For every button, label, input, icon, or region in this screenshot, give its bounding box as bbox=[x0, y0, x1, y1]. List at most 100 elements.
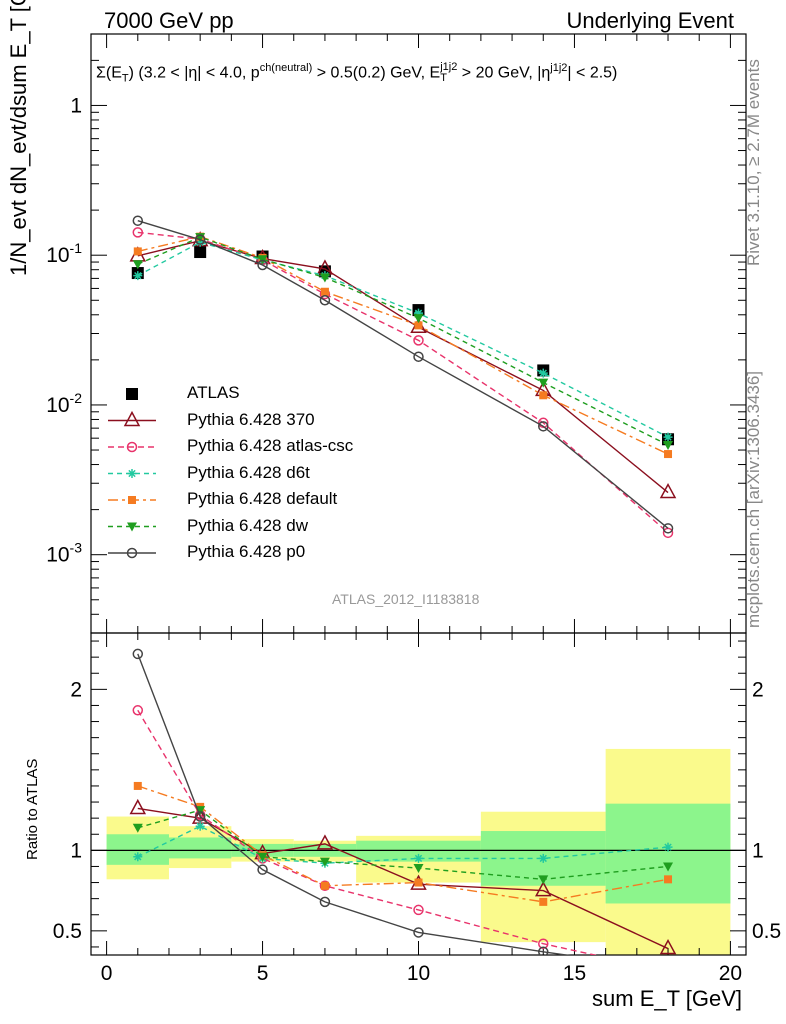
data-point bbox=[539, 391, 548, 400]
data-point bbox=[133, 781, 142, 790]
data-point bbox=[414, 853, 423, 863]
legend-label: Pythia 6.428 d6t bbox=[187, 462, 310, 482]
header-right: Underlying Event bbox=[566, 8, 734, 33]
legend-entry-dw bbox=[108, 522, 156, 532]
data-point bbox=[538, 938, 549, 949]
data-point bbox=[127, 522, 137, 532]
data-point bbox=[126, 441, 138, 453]
data-point bbox=[194, 811, 206, 822]
data-point bbox=[413, 335, 424, 346]
data-point bbox=[133, 247, 142, 256]
band-inner bbox=[168, 837, 232, 859]
data-point bbox=[413, 927, 424, 938]
data-point bbox=[319, 273, 330, 283]
data-point bbox=[257, 259, 268, 271]
data-point bbox=[664, 450, 673, 459]
analysis-watermark: ATLAS_2012_I1183818 bbox=[332, 591, 480, 607]
data-point bbox=[538, 368, 548, 378]
series-p370 bbox=[129, 231, 677, 499]
legend-entry-default bbox=[108, 496, 156, 504]
data-point bbox=[132, 227, 144, 238]
y-tick-label: 10-2 bbox=[46, 390, 82, 417]
x-tick-label: 10 bbox=[407, 962, 430, 985]
data-point bbox=[194, 246, 207, 259]
ratio-series-p0 bbox=[132, 648, 673, 974]
data-point bbox=[319, 295, 331, 306]
x-tick-label: 0 bbox=[101, 962, 113, 985]
legend-label: Pythia 6.428 default bbox=[187, 489, 338, 508]
data-point bbox=[663, 862, 674, 872]
data-point bbox=[413, 904, 424, 916]
data-point bbox=[659, 482, 677, 499]
y-axis-title-ratio: Ratio to ATLAS bbox=[24, 758, 41, 860]
band-inner bbox=[605, 803, 731, 904]
legend-entry-atlascsc bbox=[108, 441, 156, 453]
data-point bbox=[664, 967, 673, 976]
data-point bbox=[132, 648, 144, 660]
y-tick-label: 0.5 bbox=[53, 920, 82, 943]
y-tick-label: 1 bbox=[70, 94, 82, 117]
x-tick-label: 5 bbox=[257, 962, 269, 985]
rivet-label: Rivet 3.1.10, ≥ 2.7M events bbox=[744, 59, 763, 266]
data-point bbox=[126, 547, 138, 559]
data-point bbox=[316, 834, 334, 850]
data-point bbox=[132, 823, 143, 833]
data-point bbox=[414, 321, 423, 330]
x-tick-label: 20 bbox=[719, 962, 742, 985]
data-point bbox=[132, 705, 144, 716]
y-tick-label: 10-1 bbox=[46, 240, 82, 267]
band-inner bbox=[356, 840, 481, 862]
header-left: 7000 GeV pp bbox=[104, 8, 234, 33]
data-point bbox=[257, 852, 268, 862]
y-axis-title-main: 1/N_evt dN_evt/dsum E_T [GeV^-1] bbox=[6, 0, 31, 276]
data-point bbox=[663, 842, 673, 852]
data-point bbox=[664, 875, 673, 884]
data-point bbox=[538, 875, 549, 885]
legend-entry-atlas bbox=[126, 388, 138, 400]
data-point bbox=[414, 878, 423, 887]
data-point bbox=[538, 853, 548, 863]
legend-entry-p370 bbox=[108, 410, 156, 427]
series-line bbox=[137, 241, 669, 438]
data-point bbox=[663, 441, 674, 451]
y-tick-label: 2 bbox=[752, 678, 764, 701]
data-point bbox=[538, 378, 549, 388]
data-point bbox=[195, 237, 205, 247]
data-point bbox=[257, 864, 268, 875]
data-point bbox=[538, 946, 549, 955]
data-point bbox=[132, 215, 144, 226]
data-point bbox=[538, 421, 549, 432]
data-point bbox=[257, 255, 268, 265]
data-point bbox=[659, 938, 677, 955]
y-tick-label: 0.5 bbox=[752, 920, 781, 943]
uncertainty-bands bbox=[106, 748, 731, 955]
data-point bbox=[127, 469, 137, 478]
series-p0 bbox=[132, 215, 674, 534]
legend-label: Pythia 6.428 p0 bbox=[187, 542, 306, 561]
y-tick-label: 2 bbox=[70, 678, 82, 701]
ratio-line bbox=[137, 807, 669, 950]
data-point bbox=[320, 881, 329, 890]
y-tick-label: 1 bbox=[70, 839, 82, 862]
data-point bbox=[535, 881, 552, 897]
data-point bbox=[414, 308, 423, 318]
data-point bbox=[126, 388, 138, 400]
data-point bbox=[319, 857, 330, 867]
data-point bbox=[664, 965, 673, 974]
data-point bbox=[413, 351, 424, 362]
data-point bbox=[538, 417, 549, 429]
legend-label: ATLAS bbox=[187, 383, 240, 402]
data-point bbox=[123, 410, 141, 427]
data-point bbox=[132, 260, 143, 270]
data-point bbox=[194, 234, 206, 245]
legend-label: Pythia 6.428 atlas-csc bbox=[187, 436, 354, 455]
legend-entry-p0 bbox=[108, 547, 156, 559]
data-point bbox=[539, 897, 548, 906]
series-line bbox=[137, 220, 669, 529]
series-dw bbox=[132, 233, 674, 451]
ratio-line bbox=[137, 653, 571, 955]
data-point bbox=[129, 798, 147, 815]
data-point bbox=[413, 314, 424, 324]
data-point bbox=[662, 523, 674, 534]
